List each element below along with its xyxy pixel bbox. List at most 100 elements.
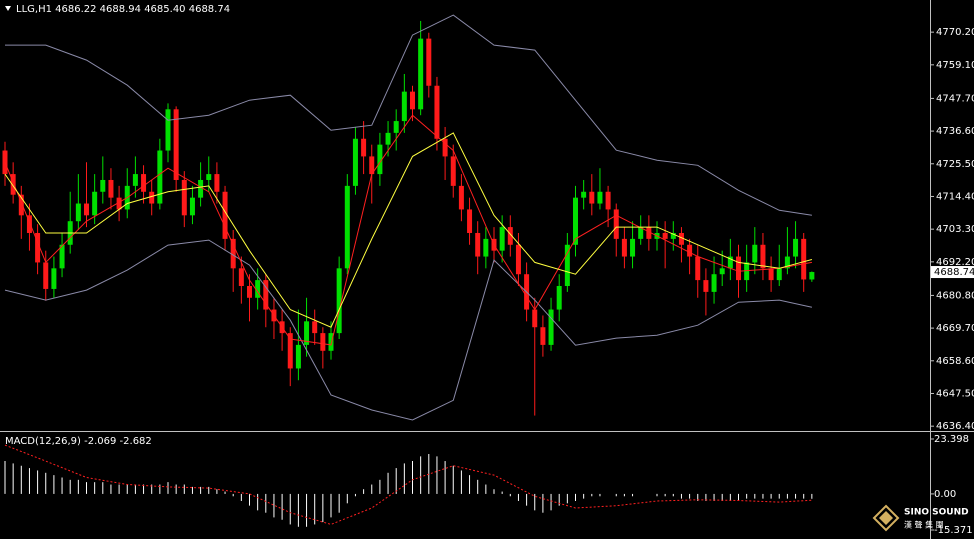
candle-body — [784, 256, 790, 269]
candle-body — [467, 209, 473, 233]
candle-body — [393, 121, 399, 133]
candle-body — [703, 280, 709, 292]
candle-body — [744, 262, 750, 281]
candle-body — [589, 191, 595, 204]
candle-body — [222, 191, 228, 239]
y-tick-label: 4692.20 — [936, 257, 974, 268]
y-tick-label: 4736.60 — [936, 126, 974, 137]
logo-icon — [872, 504, 900, 532]
overlay-line — [4, 239, 813, 421]
candle-body — [263, 280, 269, 310]
y-tick-label: 4714.40 — [936, 191, 974, 202]
candle-body — [255, 280, 261, 298]
candle-body — [434, 85, 440, 139]
candle-body — [556, 285, 562, 310]
y-tick-label: 4770.20 — [936, 27, 974, 38]
candle-body — [801, 238, 807, 280]
overlay-line — [4, 114, 812, 346]
candle-body — [84, 203, 89, 216]
overlay-line — [5, 14, 812, 216]
candle-body — [51, 268, 57, 289]
candle-body — [564, 244, 570, 286]
y-tick-label: 4647.50 — [936, 388, 974, 399]
logo-sub: 漢 聲 集 團 — [904, 520, 944, 530]
candle-body — [26, 215, 32, 233]
candle-body — [711, 274, 717, 292]
candle-body — [727, 256, 733, 269]
watermark: SINO SOUND 漢 聲 集 團 — [872, 504, 969, 532]
candle-body — [776, 268, 782, 281]
candle-body — [100, 179, 106, 192]
candle-body — [141, 174, 147, 192]
candle-body — [638, 227, 644, 239]
candle-body — [75, 203, 81, 222]
candle-body — [385, 132, 391, 145]
candle-body — [230, 238, 236, 269]
candle-body — [189, 197, 195, 216]
candle-body — [181, 179, 187, 216]
y-tick-label: 4658.60 — [936, 356, 974, 367]
candle-body — [206, 174, 212, 180]
last-price-label: 4688.74 — [934, 267, 974, 278]
y-tick-label: 4759.10 — [936, 60, 974, 71]
candle-body — [597, 191, 603, 204]
candle-body — [426, 38, 432, 86]
y-tick-label: 4725.50 — [936, 159, 974, 170]
candle-body — [760, 244, 766, 269]
y-tick-label: 4747.70 — [936, 93, 974, 104]
candle-body — [238, 268, 244, 286]
candle-body — [483, 238, 489, 257]
candle-body — [662, 232, 668, 239]
candle-body — [605, 191, 611, 210]
candle-body — [687, 244, 693, 257]
candle-body — [295, 344, 301, 369]
candle-body — [108, 179, 114, 198]
candle-body — [173, 109, 179, 180]
candle-body — [59, 244, 65, 269]
overlay-line — [4, 132, 813, 328]
candle-body — [613, 209, 619, 239]
candle-body — [646, 227, 652, 239]
candle-body — [18, 194, 24, 216]
candle-body — [328, 333, 334, 351]
logo-icon-inner — [879, 511, 893, 525]
candle-body — [287, 333, 293, 369]
candle-body — [450, 156, 456, 186]
candle-body — [247, 285, 252, 298]
chart-title: LLG,H1 4686.22 4688.94 4685.40 4688.74 — [16, 4, 230, 15]
candle-body — [573, 197, 578, 245]
candle-body — [768, 268, 774, 281]
candle-body — [132, 174, 138, 186]
candle-body — [352, 138, 358, 186]
y-tick-label: 4669.70 — [936, 323, 974, 334]
candle-body — [149, 191, 155, 204]
candle-body — [157, 150, 163, 204]
candle-body — [499, 227, 505, 251]
candle-body — [540, 327, 546, 345]
y-tick-label: 4636.40 — [936, 421, 974, 432]
candle-body — [116, 197, 122, 210]
candle-body — [344, 185, 350, 269]
macd-y-tick-label: -15.371 — [934, 525, 973, 536]
candle-body — [752, 244, 758, 263]
candle-body — [165, 109, 171, 151]
macd-y-tick-label: 23.398 — [934, 434, 969, 445]
y-tick-label: 4703.30 — [936, 224, 974, 235]
candle-body — [369, 156, 375, 175]
candle-body — [304, 321, 310, 345]
candle-body — [10, 174, 16, 195]
menu-arrow[interactable] — [5, 6, 11, 11]
candle-body — [320, 333, 326, 351]
candle-body — [442, 138, 448, 157]
candle-body — [214, 174, 220, 192]
candle-body — [410, 91, 415, 110]
macd-signal — [4, 444, 812, 525]
candle-body — [336, 268, 342, 334]
candle-body — [695, 256, 701, 281]
candle-body — [581, 191, 587, 198]
candle-body — [43, 262, 49, 289]
candle-body — [361, 138, 367, 157]
